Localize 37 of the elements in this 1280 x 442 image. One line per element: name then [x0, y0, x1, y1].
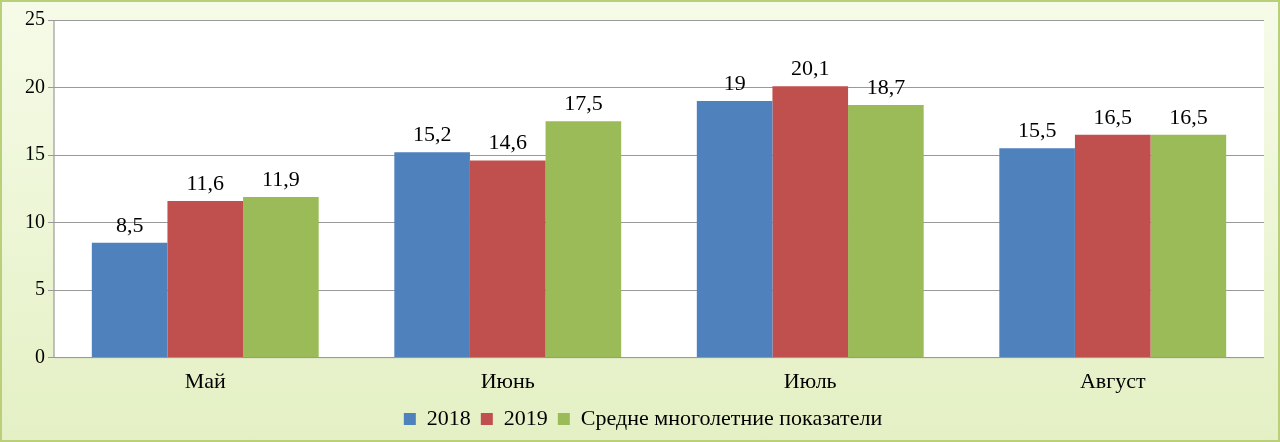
bar: [772, 86, 849, 358]
data-label: 16,5: [1093, 103, 1132, 129]
data-label: 19: [723, 69, 746, 95]
bar: [243, 196, 319, 358]
data-label: 20,1: [791, 54, 830, 80]
data-label: 16,5: [1169, 103, 1208, 129]
data-label: 11,6: [186, 169, 225, 195]
data-label: 17,5: [564, 90, 603, 116]
data-label: 15,2: [412, 121, 452, 147]
legend-label: 2019: [503, 404, 548, 430]
data-label: 18,7: [866, 73, 906, 99]
data-label: 11,9: [262, 165, 300, 191]
y-tick-label: 15: [25, 142, 45, 165]
bar: [545, 121, 622, 358]
x-tick-label: Июль: [783, 367, 837, 393]
x-tick-label: Июнь: [480, 367, 535, 393]
y-tick-label: 10: [25, 209, 45, 232]
bar: [1074, 134, 1151, 358]
x-tick-label: Май: [184, 367, 227, 393]
bar: [394, 152, 470, 358]
legend-label: 2018: [426, 404, 471, 430]
y-tick-label: 5: [35, 277, 45, 300]
bar: [91, 242, 168, 358]
bar: [696, 101, 773, 358]
x-tick-label: Август: [1079, 367, 1146, 393]
bar: [167, 200, 244, 358]
bar: [848, 105, 924, 358]
bar: [469, 160, 546, 358]
y-tick-label: 0: [35, 344, 45, 367]
bar: [1150, 134, 1227, 358]
y-tick-label: 20: [25, 74, 45, 97]
data-label: 15,5: [1017, 117, 1057, 143]
legend-label: Средне многолетние показатели: [580, 404, 883, 430]
data-label: 8,5: [115, 211, 144, 237]
data-label: 14,6: [488, 129, 527, 155]
bar: [999, 148, 1075, 358]
y-tick-label: 25: [25, 7, 45, 30]
